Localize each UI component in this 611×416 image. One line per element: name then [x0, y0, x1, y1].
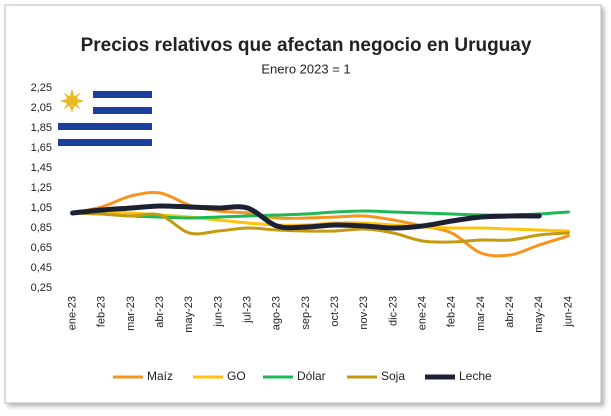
x-tick-label: may-24: [533, 296, 545, 333]
series-line: [70, 203, 542, 231]
x-tick-label: jun-24: [562, 296, 574, 328]
legend-label: Dólar: [297, 369, 326, 383]
y-tick-label: 1,25: [31, 182, 52, 194]
y-tick-label: 0,45: [31, 262, 52, 274]
x-tick-label: dic-23: [387, 296, 399, 326]
y-tick-label: 0,25: [31, 282, 52, 294]
legend-label: Maíz: [147, 369, 173, 383]
x-tick-label: mar-23: [125, 296, 137, 331]
x-tick-label: sep-23: [300, 296, 312, 330]
y-tick-label: 0,85: [31, 222, 52, 234]
x-tick-label: abr-24: [504, 296, 516, 328]
legend-item: Maíz: [113, 369, 173, 383]
y-tick-label: 1,45: [31, 162, 52, 174]
legend-item: Soja: [347, 369, 405, 383]
x-tick-label: feb-23: [96, 296, 108, 327]
legend-label: Soja: [381, 369, 405, 383]
legend-item: Leche: [425, 369, 492, 383]
x-tick-label: ago-23: [271, 296, 283, 330]
y-tick-label: 0,65: [31, 242, 52, 254]
x-tick-label: feb-24: [446, 296, 458, 327]
legend-item: Dólar: [263, 369, 326, 383]
series-line: [71, 191, 570, 258]
legend-label: GO: [227, 369, 246, 383]
x-tick-label: ene-23: [66, 296, 78, 330]
x-tick-label: ene-24: [416, 296, 428, 330]
x-tick-label: jul-23: [241, 296, 253, 324]
chart-title: Precios relativos que afectan negocio en…: [81, 35, 532, 56]
x-tick-label: abr-23: [154, 296, 166, 328]
y-tick-label: 1,85: [31, 122, 52, 134]
flag: [58, 89, 152, 146]
x-tick-label: oct-23: [329, 296, 341, 327]
legend-label: Leche: [459, 369, 492, 383]
series-line: [71, 211, 570, 244]
y-tick-label: 1,65: [31, 142, 52, 154]
x-tick-label: nov-23: [358, 296, 370, 330]
x-tick-label: may-23: [183, 296, 195, 333]
chart-subtitle: Enero 2023 = 1: [261, 61, 350, 76]
chart-frame: [4, 4, 602, 404]
x-tick-label: mar-24: [475, 296, 487, 331]
x-tick-label: jun-23: [212, 296, 224, 328]
y-tick-label: 2,05: [31, 102, 52, 114]
y-tick-label: 2,25: [31, 82, 52, 94]
legend-item: GO: [193, 369, 246, 383]
y-tick-label: 1,05: [31, 202, 52, 214]
